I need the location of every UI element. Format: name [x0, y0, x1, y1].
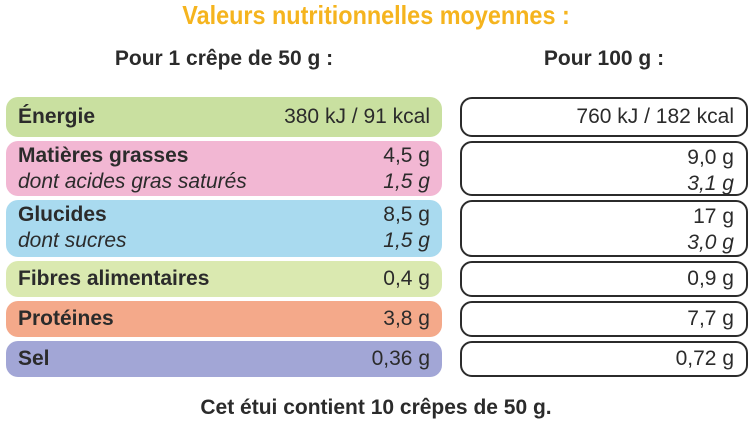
cell-energie-per-100g: 760 kJ / 182 kcal [460, 97, 748, 137]
value-per-100g: 760 kJ / 182 kcal [576, 105, 734, 128]
row-energie: Énergie 380 kJ / 91 kcal [6, 97, 442, 137]
column-header-per-crepe: Pour 1 crêpe de 50 g : [114, 47, 334, 70]
value-per-crepe: 8,5 g [383, 203, 430, 226]
value-per-crepe: 380 kJ / 91 kcal [284, 105, 430, 128]
value-per-100g: 17 g [693, 205, 734, 228]
value-per-100g: 7,7 g [687, 307, 734, 330]
sub-value-per-crepe: 1,5 g [383, 229, 430, 252]
value-per-crepe: 0,36 g [371, 347, 430, 370]
cell-matieres-grasses-per-100g: 9,0 g 3,1 g [460, 141, 748, 196]
cell-sel-per-100g: 0,72 g [460, 341, 748, 377]
sub-value-per-100g: 3,1 g [687, 172, 734, 195]
row-label: Glucides [18, 203, 107, 226]
value-per-crepe: 0,4 g [383, 267, 430, 290]
row-label: Protéines [18, 307, 114, 330]
row-label: Matières grasses [18, 144, 189, 167]
value-per-100g: 9,0 g [687, 146, 734, 169]
row-label: Sel [18, 347, 50, 370]
column-header-per-100g: Pour 100 g : [543, 47, 665, 70]
row-label: Énergie [18, 105, 96, 128]
cell-proteines-per-100g: 7,7 g [460, 301, 748, 337]
value-per-100g: 0,9 g [687, 267, 734, 290]
sub-value-per-crepe: 1,5 g [383, 170, 430, 193]
table-title: Valeurs nutritionnelles moyennes : [182, 0, 570, 30]
sub-value-per-100g: 3,0 g [687, 231, 734, 254]
cell-glucides-per-100g: 17 g 3,0 g [460, 200, 748, 257]
package-note: Cet étui contient 10 crêpes de 50 g. [200, 396, 552, 419]
value-per-crepe: 3,8 g [383, 307, 430, 330]
row-matieres-grasses: Matières grasses 4,5 g dont acides gras … [6, 141, 442, 196]
row-label: Fibres alimentaires [18, 267, 210, 290]
value-per-100g: 0,72 g [675, 347, 734, 370]
row-glucides: Glucides 8,5 g dont sucres 1,5 g [6, 200, 442, 257]
row-proteines: Protéines 3,8 g [6, 301, 442, 337]
row-sel: Sel 0,36 g [6, 341, 442, 377]
value-per-crepe: 4,5 g [383, 144, 430, 167]
sub-row-label: dont sucres [18, 229, 127, 252]
row-fibres-alimentaires: Fibres alimentaires 0,4 g [6, 261, 442, 297]
sub-row-label: dont acides gras saturés [18, 170, 247, 193]
cell-fibres-per-100g: 0,9 g [460, 261, 748, 297]
